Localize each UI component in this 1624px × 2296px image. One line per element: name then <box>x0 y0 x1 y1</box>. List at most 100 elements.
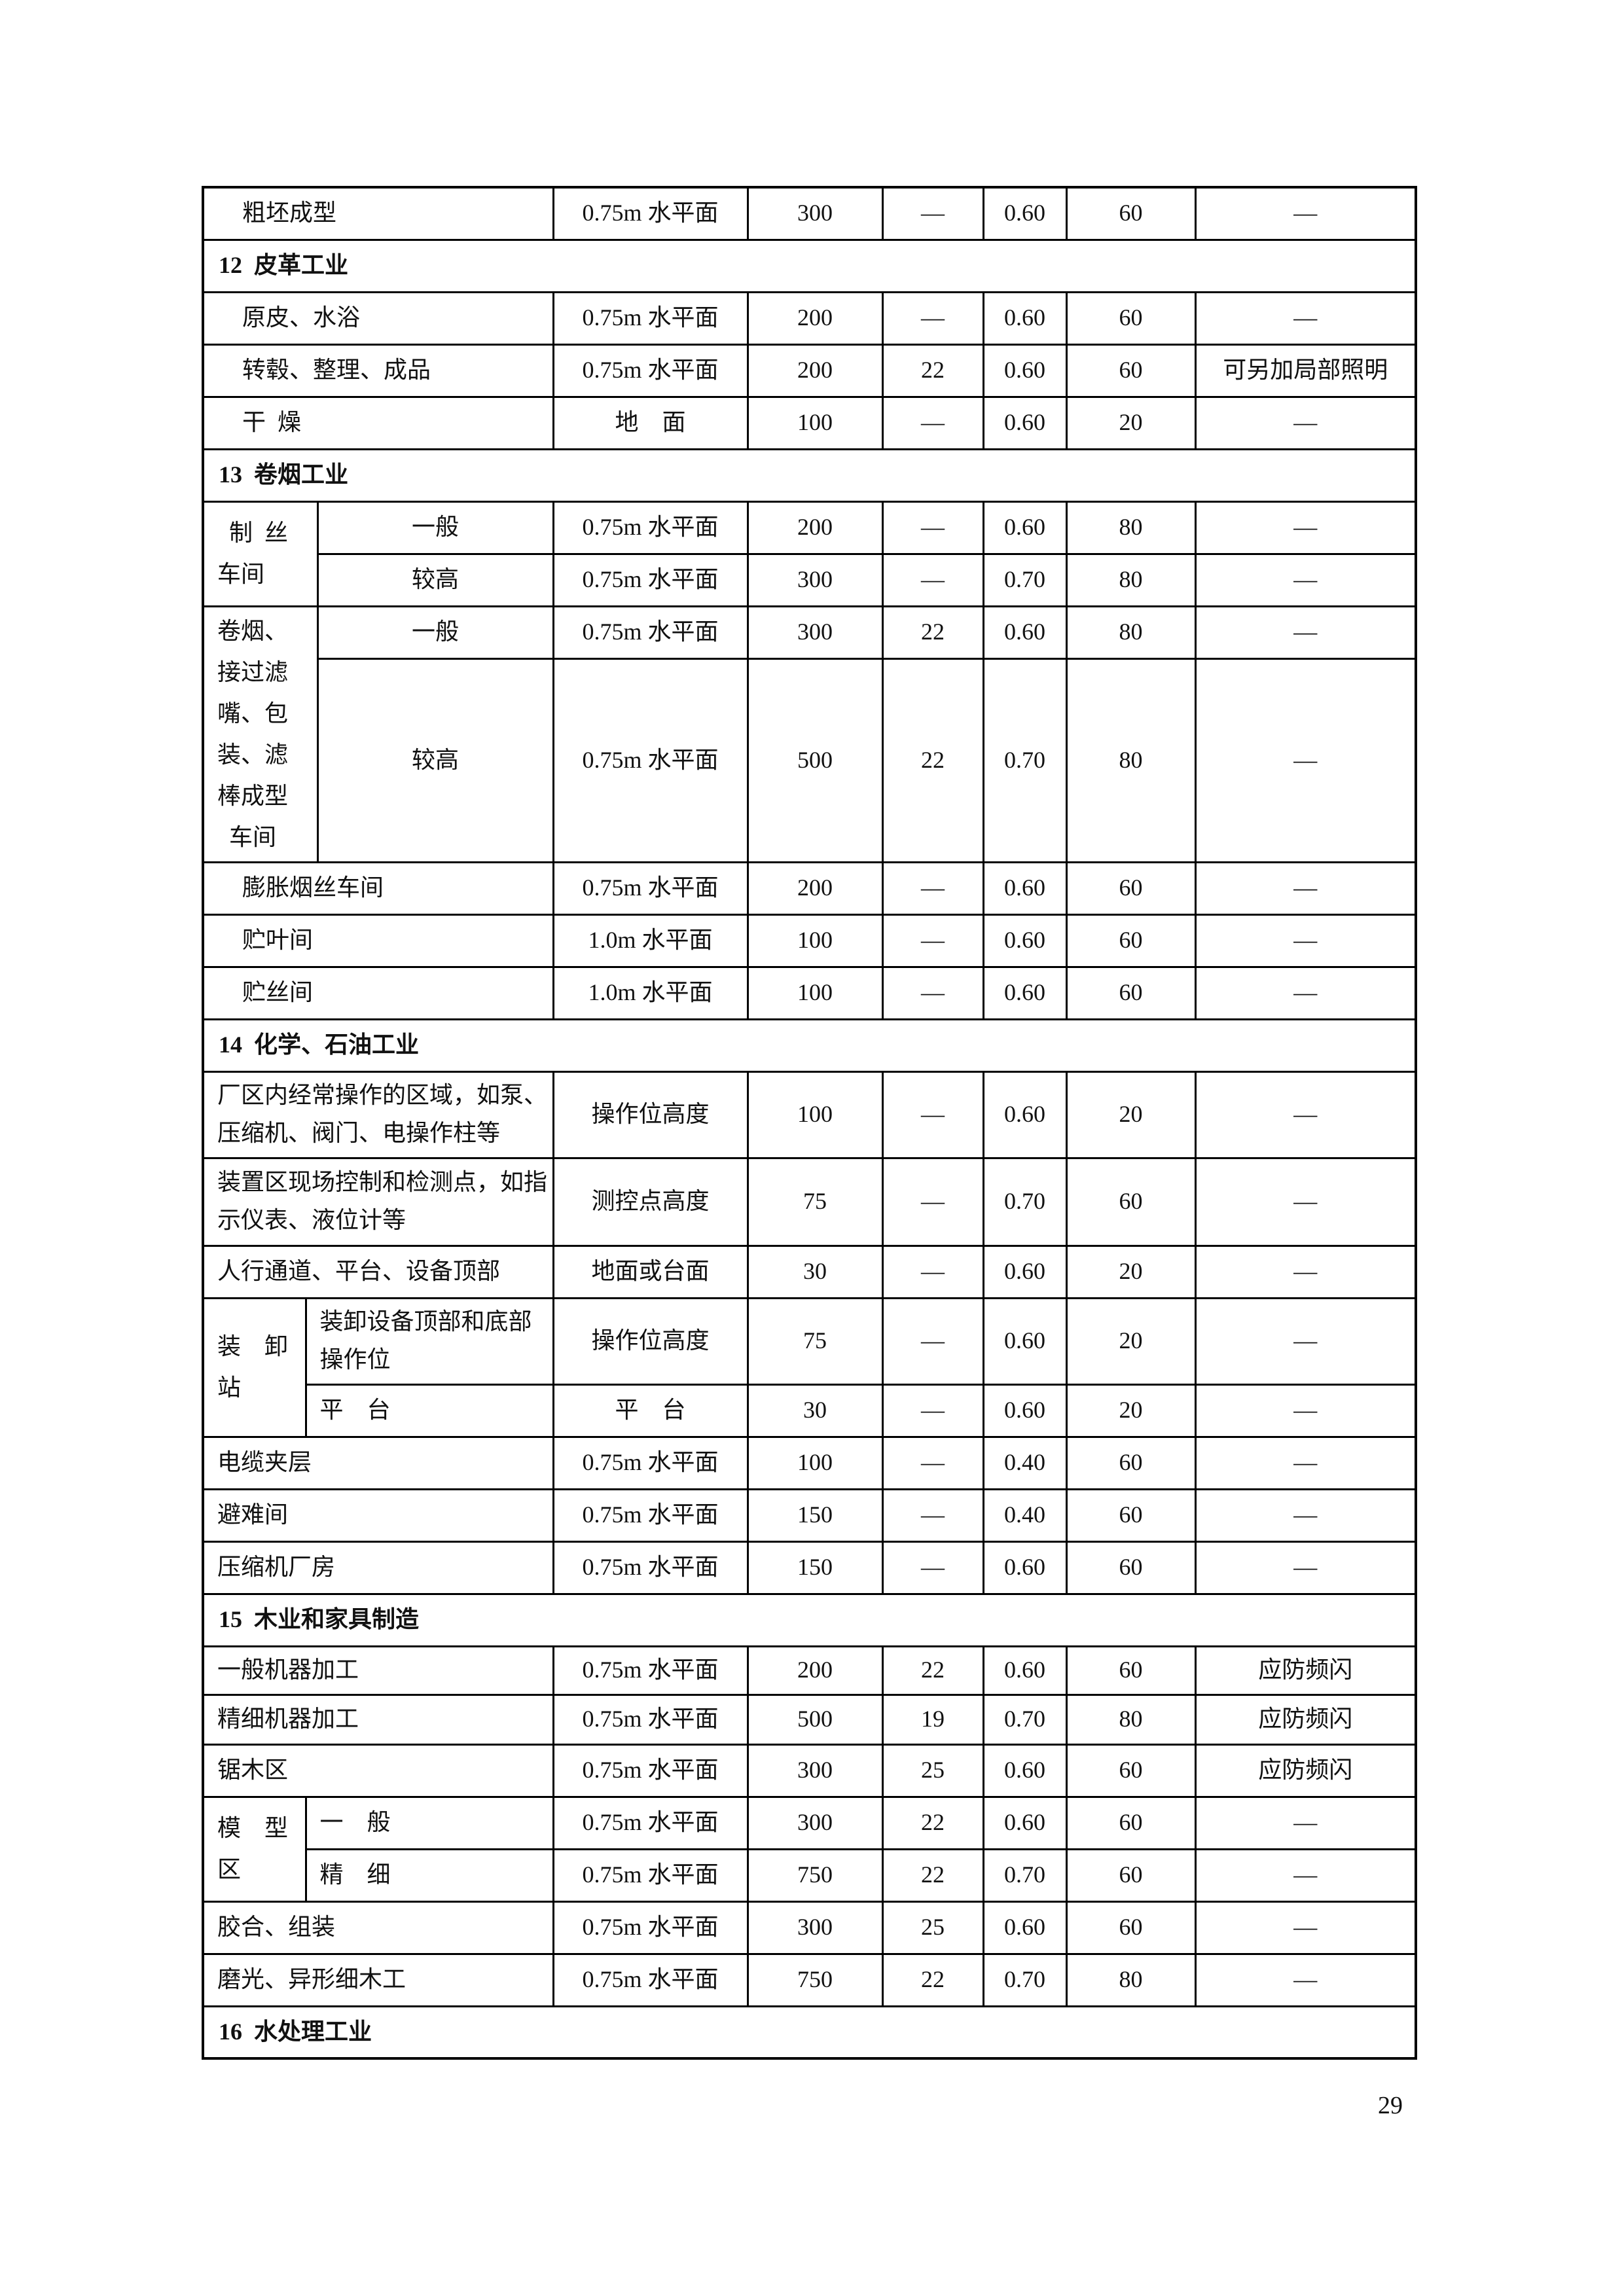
ra-value: 20 <box>1065 1070 1197 1159</box>
illuminance-value: 300 <box>746 552 884 607</box>
section-title: 14 化学、石油工业 <box>202 1018 1417 1073</box>
ugr-value: 22 <box>881 1795 984 1850</box>
sub-name: 较高 <box>316 552 554 607</box>
sub-name: 一般 <box>316 605 554 660</box>
ra-value: 60 <box>1065 1157 1197 1247</box>
uniformity-value: 0.60 <box>982 291 1068 346</box>
illuminance-value: 200 <box>746 1645 884 1696</box>
reference-plane: 0.75m 水平面 <box>552 1848 749 1903</box>
ugr-value: 25 <box>881 1900 984 1955</box>
page-number: 29 <box>1378 2092 1403 2119</box>
remark: — <box>1194 1795 1417 1850</box>
ra-value: 20 <box>1065 1383 1197 1438</box>
reference-plane: 0.75m 水平面 <box>552 1645 749 1696</box>
uniformity-value: 0.60 <box>982 605 1068 660</box>
table-row: 膨胀烟丝车间 0.75m 水平面 200—0.60 60— <box>202 861 1417 916</box>
ra-value: 60 <box>1065 1743 1197 1798</box>
table-row: 较高 0.75m 水平面 500 22 0.70 80— <box>203 657 1417 863</box>
place-name: 锯木区 <box>202 1743 554 1798</box>
remark: — <box>1194 605 1417 660</box>
uniformity-value: 0.60 <box>982 500 1068 555</box>
reference-plane: 0.75m 水平面 <box>552 500 749 555</box>
remark: — <box>1194 186 1417 241</box>
place-name: 贮叶间 <box>202 913 554 968</box>
table-row: 转毂、整理、成品 0.75m 水平面 200 22 0.60 60 可另加局部照明 <box>202 343 1417 398</box>
reference-plane: 0.75m 水平面 <box>552 343 749 398</box>
uniformity-value: 0.60 <box>982 1743 1068 1798</box>
ra-value: 80 <box>1065 605 1197 660</box>
ra-value: 60 <box>1065 291 1197 346</box>
table-row: 压缩机厂房 0.75m 水平面 150—0.60 60— <box>202 1540 1417 1595</box>
ugr-value: — <box>881 1070 984 1159</box>
place-name: 膨胀烟丝车间 <box>202 861 554 916</box>
remark: — <box>1194 1383 1417 1438</box>
remark: — <box>1194 1297 1417 1386</box>
place-name: 磨光、异形细木工 <box>202 1952 554 2007</box>
uniformity-value: 0.60 <box>982 1540 1068 1595</box>
lighting-standards-table: 粗坯成型 0.75m 水平面 300—0.60 60—12 皮革工业 原皮、水浴 0.75… <box>202 186 1418 2060</box>
uniformity-value: 0.60 <box>982 913 1068 968</box>
table-row: 装置区现场控制和检测点，如指示仪表、液位计等 测控点高度 75—0.70 60— <box>202 1157 1417 1247</box>
sub-name: 精 细 <box>304 1848 554 1903</box>
remark: — <box>1194 1848 1417 1903</box>
remark: — <box>1194 1488 1417 1543</box>
uniformity-value: 0.60 <box>982 1795 1068 1850</box>
uniformity-value: 0.60 <box>982 1645 1068 1696</box>
remark: 应防频闪 <box>1194 1693 1417 1746</box>
reference-plane: 0.75m 水平面 <box>552 1952 749 2007</box>
uniformity-value: 0.60 <box>982 861 1068 916</box>
uniformity-value: 0.40 <box>982 1435 1068 1490</box>
ra-value: 60 <box>1065 186 1197 241</box>
reference-plane: 0.75m 水平面 <box>552 186 749 241</box>
reference-plane: 0.75m 水平面 <box>552 1795 749 1850</box>
uniformity-value: 0.70 <box>982 1952 1068 2007</box>
uniformity-value: 0.60 <box>982 395 1068 450</box>
reference-plane: 0.75m 水平面 <box>552 1900 749 1955</box>
illuminance-value: 200 <box>746 861 884 916</box>
table-row: 卷烟、 接过滤 嘴、包 装、滤 棒成型 车间 一般 0.75m 水平面 300 22 0.… <box>202 605 1417 863</box>
reference-plane: 0.75m 水平面 <box>552 552 749 607</box>
uniformity-value: 0.60 <box>982 1900 1068 1955</box>
ugr-value: — <box>881 1157 984 1247</box>
table-row: 粗坯成型 0.75m 水平面 300—0.60 60— <box>202 186 1417 241</box>
table-row: 一般机器加工 0.75m 水平面 200 22 0.60 60 应防频闪 <box>202 1645 1417 1696</box>
ugr-value: — <box>881 1297 984 1386</box>
ra-value: 60 <box>1065 1435 1197 1490</box>
remark: 应防频闪 <box>1194 1743 1417 1798</box>
illuminance-value: 750 <box>746 1848 884 1903</box>
reference-plane: 0.75m 水平面 <box>552 291 749 346</box>
table-row: 装 卸 站装卸设备顶部和底部操作位 操作位高度 75—0.60 20— <box>202 1297 1417 1438</box>
table-row: 精 细 0.75m 水平面 750 22 0.70 60— <box>203 1848 1417 1903</box>
table-row: 贮丝间 1.0m 水平面 100—0.60 60— <box>202 965 1417 1020</box>
illuminance-value: 300 <box>746 186 884 241</box>
place-name: 电缆夹层 <box>202 1435 554 1490</box>
reference-plane: 0.75m 水平面 <box>552 605 749 660</box>
illuminance-value: 30 <box>746 1244 884 1299</box>
ra-value: 60 <box>1065 861 1197 916</box>
ugr-value: — <box>881 965 984 1020</box>
remark: — <box>1194 1952 1417 2007</box>
illuminance-value: 200 <box>746 291 884 346</box>
uniformity-value: 0.70 <box>982 1157 1068 1247</box>
place-name: 厂区内经常操作的区域，如泵、压缩机、阀门、电操作柱等 <box>202 1070 554 1159</box>
reference-plane: 操作位高度 <box>552 1070 749 1159</box>
remark: — <box>1194 861 1417 916</box>
table-row: 电缆夹层 0.75m 水平面 100—0.40 60— <box>202 1435 1417 1490</box>
ugr-value: 25 <box>881 1743 984 1798</box>
table-row: 锯木区 0.75m 水平面 300 25 0.60 60 应防频闪 <box>202 1743 1417 1798</box>
ugr-value: 22 <box>881 1848 984 1903</box>
place-name: 胶合、组装 <box>202 1900 554 1955</box>
place-name: 精细机器加工 <box>202 1693 554 1746</box>
remark: — <box>1194 1900 1417 1955</box>
remark: — <box>1194 552 1417 607</box>
table-row: 模 型 区一 般 0.75m 水平面 300 22 0.60 60— <box>202 1795 1417 1903</box>
place-name: 压缩机厂房 <box>202 1540 554 1595</box>
illuminance-value: 300 <box>746 1900 884 1955</box>
ugr-value: — <box>881 500 984 555</box>
ugr-value: — <box>881 1540 984 1595</box>
illuminance-value: 100 <box>746 913 884 968</box>
table-row: 干 燥地 面 100—0.60 20— <box>202 395 1417 450</box>
ugr-value: — <box>881 861 984 916</box>
section-header-row: 12 皮革工业 <box>202 238 1417 293</box>
illuminance-value: 300 <box>746 605 884 660</box>
